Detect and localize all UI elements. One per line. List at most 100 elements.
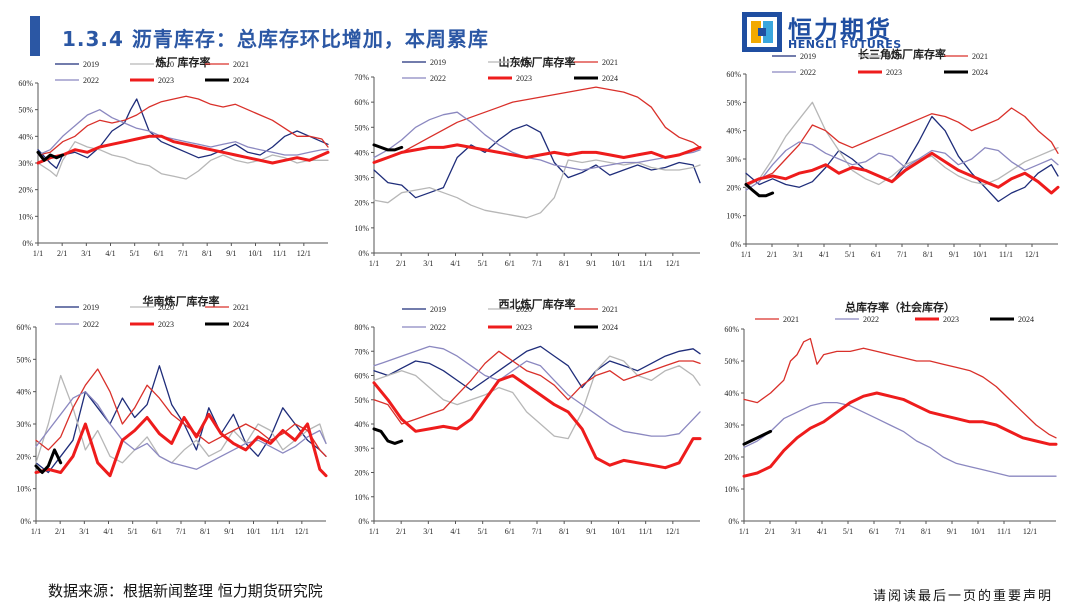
x-tick-label: 12/1 bbox=[666, 259, 680, 268]
y-tick-label: 20% bbox=[354, 469, 369, 478]
x-tick-label: 6/1 bbox=[152, 527, 162, 536]
legend-label-2022: 2022 bbox=[430, 323, 446, 332]
x-tick-label: 1/1 bbox=[31, 527, 41, 536]
legend-label-2022: 2022 bbox=[863, 315, 879, 324]
legend-label-2024: 2024 bbox=[972, 68, 988, 77]
x-tick-label: 8/1 bbox=[559, 527, 569, 536]
legend-label-2021: 2021 bbox=[233, 60, 249, 69]
legend-label-2023: 2023 bbox=[886, 68, 902, 77]
x-tick-label: 10/1 bbox=[971, 527, 985, 536]
series-line-2022 bbox=[373, 111, 701, 171]
x-tick-label: 9/1 bbox=[949, 250, 959, 259]
x-tick-label: 6/1 bbox=[154, 249, 164, 258]
x-tick-label: 4/1 bbox=[450, 527, 460, 536]
y-tick-label: 0% bbox=[20, 517, 31, 526]
series-line-2022 bbox=[35, 391, 327, 470]
chart-yangtze-inventory: 长三角炼厂库存率 0% 10% 20% 30% 40% 50% 60% 1/1 2/1 3/1 4/1… bbox=[726, 47, 1060, 259]
x-tick-label: 7/1 bbox=[176, 527, 186, 536]
x-tick-label: 4/1 bbox=[103, 527, 113, 536]
x-tick-label: 6/1 bbox=[505, 259, 515, 268]
series-line-2022 bbox=[373, 345, 701, 437]
logo-chinese-text: 恒力期货 bbox=[788, 16, 892, 44]
x-tick-label: 1/1 bbox=[369, 259, 379, 268]
legend-label-2019: 2019 bbox=[430, 305, 446, 314]
x-tick-label: 2/1 bbox=[55, 527, 65, 536]
logo-english-text: HENGLI FUTURES bbox=[788, 38, 902, 51]
y-tick-label: 30% bbox=[16, 420, 31, 429]
y-tick-label: 80% bbox=[354, 323, 369, 332]
x-tick-label: 8/1 bbox=[200, 527, 210, 536]
y-tick-label: 20% bbox=[18, 186, 33, 195]
legend-label-2019: 2019 bbox=[430, 58, 446, 67]
series-line-2024 bbox=[742, 429, 773, 446]
legend-label-2023: 2023 bbox=[516, 74, 532, 83]
x-tick-label: 5/1 bbox=[843, 527, 853, 536]
series-line-2023 bbox=[372, 143, 702, 164]
series-line-2024 bbox=[36, 150, 65, 162]
series-line-2021 bbox=[373, 350, 701, 425]
y-tick-label: 60% bbox=[354, 372, 369, 381]
x-tick-label: 12/1 bbox=[1025, 250, 1039, 259]
y-tick-label: 50% bbox=[354, 396, 369, 405]
series-line-2023 bbox=[372, 374, 702, 470]
series-line-2024 bbox=[34, 448, 63, 474]
series-line-2020 bbox=[373, 355, 701, 440]
disclaimer-note: 请阅读最后一页的重要声明 bbox=[873, 589, 1054, 604]
y-tick-label: 60% bbox=[726, 70, 741, 79]
y-tick-label: 50% bbox=[16, 355, 31, 364]
legend-label-2020: 2020 bbox=[886, 52, 902, 61]
legend-label-2021: 2021 bbox=[602, 305, 618, 314]
x-tick-label: 8/1 bbox=[923, 250, 933, 259]
y-tick-label: 30% bbox=[18, 159, 33, 168]
series-line-2021 bbox=[37, 95, 329, 156]
legend-label-2023: 2023 bbox=[158, 76, 174, 85]
legend-label-2024: 2024 bbox=[1018, 315, 1034, 324]
y-tick-label: 20% bbox=[726, 183, 741, 192]
y-tick-label: 40% bbox=[354, 420, 369, 429]
legend-label-2021: 2021 bbox=[602, 58, 618, 67]
x-tick-label: 7/1 bbox=[178, 249, 188, 258]
chart-total-inventory: 总库存率（社会库存） 0% 10% 20% 30% 40% 50% 60% 1/1 2/1 3/1 4… bbox=[724, 300, 1058, 536]
series-line-2019 bbox=[373, 345, 701, 391]
y-tick-label: 60% bbox=[16, 323, 31, 332]
hengli-logo-icon bbox=[742, 12, 782, 52]
y-tick-label: 40% bbox=[354, 148, 369, 157]
y-tick-label: 0% bbox=[730, 240, 741, 249]
legend-label-2024: 2024 bbox=[602, 74, 618, 83]
x-tick-label: 5/1 bbox=[478, 527, 488, 536]
y-tick-label: 40% bbox=[18, 132, 33, 141]
x-tick-label: 4/1 bbox=[450, 259, 460, 268]
series-line-2019 bbox=[35, 365, 327, 474]
y-tick-label: 50% bbox=[726, 98, 741, 107]
chart-title: 山东炼厂库存率 bbox=[499, 55, 576, 69]
y-tick-label: 20% bbox=[354, 199, 369, 208]
legend-label-2019: 2019 bbox=[800, 52, 816, 61]
x-tick-label: 1/1 bbox=[33, 249, 43, 258]
x-tick-label: 8/1 bbox=[202, 249, 212, 258]
x-tick-label: 1/1 bbox=[369, 527, 379, 536]
x-tick-label: 6/1 bbox=[505, 527, 515, 536]
legend-label-2021: 2021 bbox=[233, 303, 249, 312]
x-tick-label: 7/1 bbox=[897, 250, 907, 259]
series-line-2020 bbox=[373, 159, 701, 219]
y-tick-label: 40% bbox=[16, 388, 31, 397]
legend-label-2023: 2023 bbox=[943, 315, 959, 324]
x-tick-label: 11/1 bbox=[271, 527, 285, 536]
y-tick-label: 30% bbox=[724, 421, 739, 430]
series-line-2022 bbox=[37, 109, 329, 156]
y-tick-label: 70% bbox=[354, 73, 369, 82]
x-tick-label: 6/1 bbox=[869, 527, 879, 536]
series-line-2023 bbox=[742, 391, 1058, 478]
y-tick-label: 20% bbox=[16, 452, 31, 461]
chart-title: 长三角炼厂库存率 bbox=[858, 47, 946, 61]
legend-label-2022: 2022 bbox=[800, 68, 816, 77]
legend-label-2021: 2021 bbox=[783, 315, 799, 324]
chart-title: 炼厂库存率 bbox=[156, 55, 211, 69]
x-tick-label: 10/1 bbox=[973, 250, 987, 259]
x-tick-label: 9/1 bbox=[226, 249, 236, 258]
y-tick-label: 50% bbox=[724, 357, 739, 366]
y-tick-label: 30% bbox=[354, 174, 369, 183]
series-line-2024 bbox=[744, 183, 775, 198]
series-line-2019 bbox=[37, 98, 329, 169]
x-tick-label: 11/1 bbox=[273, 249, 287, 258]
